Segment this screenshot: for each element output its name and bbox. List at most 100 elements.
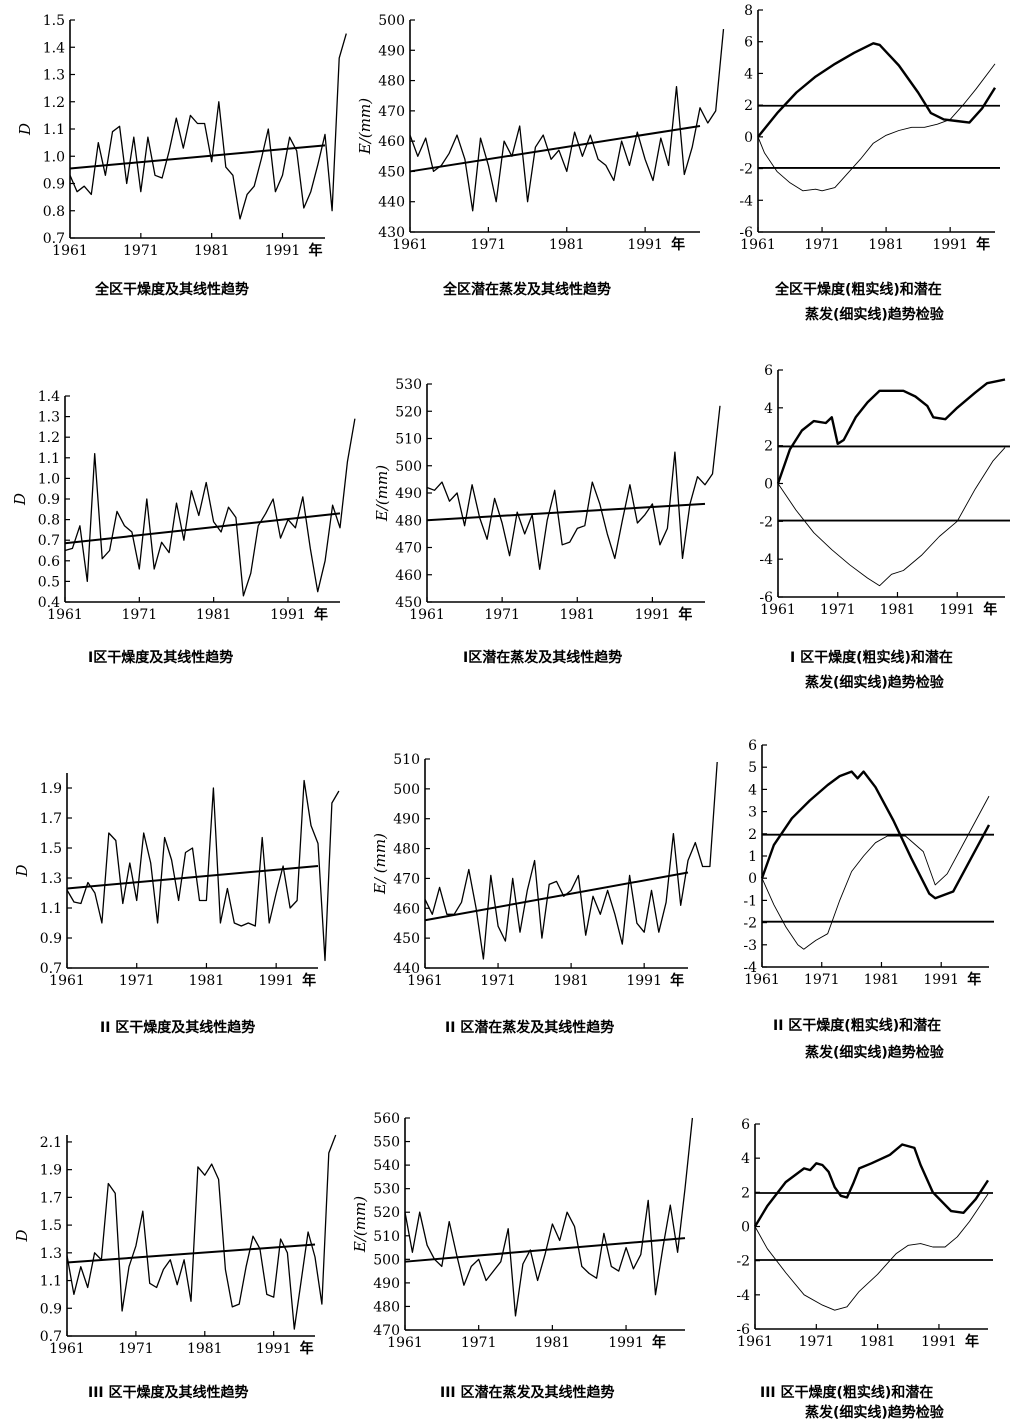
series-line xyxy=(404,1117,694,1317)
series-line-thin xyxy=(757,63,996,192)
x-unit-label: 年 xyxy=(309,242,323,259)
x-tick-label: 1961 xyxy=(49,1341,85,1357)
chart-svg-r1t: -6 -4 -2 0 2 4 6 1961 1971 1981 1991 年 xyxy=(759,363,1010,618)
caption-r3t-line2: 蒸发(细实线)趋势检验 xyxy=(805,1405,944,1421)
y-tick-label: -2 xyxy=(736,1254,750,1270)
x-tick-label: 1991 xyxy=(939,602,975,618)
y-tick-label: 490 xyxy=(373,1276,400,1292)
caption-r3e: III 区潜在蒸发及其线性趋势 xyxy=(440,1385,615,1401)
x-tick-label: 1971 xyxy=(798,1334,834,1350)
y-tick-label: 0.6 xyxy=(38,554,60,570)
x-tick-label: 1991 xyxy=(626,973,662,989)
y-axis-label: D xyxy=(11,493,29,506)
caption-r0e: 全区潜在蒸发及其线性趋势 xyxy=(443,282,611,298)
x-unit-label: 年 xyxy=(302,972,316,989)
chart-r0e: 430 440 450 460 470 480 490 500 1961 1971 1981 1991… xyxy=(355,0,725,298)
series-line xyxy=(409,29,725,212)
chart-svg-r0t: -6 -4 -2 0 2 4 6 8 1961 1971 1981 1991 年 xyxy=(739,3,1000,253)
caption-r0d: 全区干燥度及其线性趋势 xyxy=(95,282,249,298)
y-tick-label: 0.5 xyxy=(38,574,60,590)
x-unit-label: 年 xyxy=(652,1334,666,1351)
y-axis-label: D xyxy=(16,123,34,136)
y-tick-label: 0.8 xyxy=(43,204,65,220)
series-line-thick xyxy=(760,770,991,900)
x-tick-label: 1991 xyxy=(921,1334,957,1350)
y-tick-label: 1.2 xyxy=(38,430,60,446)
y-tick-label: 6 xyxy=(748,738,757,754)
y-tick-label: 1.5 xyxy=(43,13,65,29)
x-tick-label: 1981 xyxy=(868,237,904,253)
y-tick-label: 430 xyxy=(378,225,405,241)
y-tick-label: 1 xyxy=(748,849,757,865)
chart-svg-r2e: 440 450 460 470 480 490 500 510 1961 1971 1981 1991… xyxy=(371,752,718,989)
y-axis-label: E/(mm) xyxy=(373,465,391,522)
x-unit-label: 年 xyxy=(300,1340,314,1357)
x-tick-label: 1971 xyxy=(804,972,840,988)
trend-line xyxy=(66,1243,316,1264)
x-tick-label: 1971 xyxy=(471,237,507,253)
y-tick-label: 480 xyxy=(393,842,420,858)
series-line-thin xyxy=(754,1193,989,1311)
x-tick-label: 1991 xyxy=(258,973,294,989)
y-tick-label: 440 xyxy=(393,961,420,977)
y-tick-label: -6 xyxy=(736,1322,750,1338)
series-line-thin xyxy=(761,795,990,950)
y-tick-label: 6 xyxy=(764,363,773,379)
x-tick-label: 1961 xyxy=(760,602,796,618)
y-tick-label: 0.7 xyxy=(40,1329,62,1345)
x-unit-label: 年 xyxy=(983,601,997,618)
chart-svg-r0d: 0.7 0.8 0.9 1.0 1.1 1.2 1.3 1.4 1.5 1961 1971 1981 1… xyxy=(16,13,347,259)
y-tick-label: 5 xyxy=(748,760,757,776)
y-tick-label: 1.5 xyxy=(40,841,62,857)
y-tick-label: 1.1 xyxy=(40,901,62,917)
y-tick-label: -2 xyxy=(759,514,773,530)
y-tick-label: -4 xyxy=(759,552,773,568)
chart-r1e: 450 460 470 480 490 500 510 520 530 1961 1971 1981 1… xyxy=(355,360,721,670)
y-tick-label: 0.9 xyxy=(38,492,60,508)
series-line xyxy=(424,761,718,960)
trend-line xyxy=(409,125,701,173)
chart-r2d: 0.7 0.9 1.1 1.3 1.5 1.7 1.9 1961 1971 1981 1991 年 D … xyxy=(0,735,350,1045)
y-tick-label: 1.0 xyxy=(43,149,65,165)
x-tick-label: 1981 xyxy=(559,607,595,623)
y-tick-label: 1.7 xyxy=(40,811,62,827)
y-tick-label: 480 xyxy=(378,74,405,90)
x-tick-label: 1981 xyxy=(864,972,900,988)
y-tick-label: 1.3 xyxy=(38,410,60,426)
x-tick-label: 1991 xyxy=(265,243,301,259)
x-tick-label: 1971 xyxy=(484,607,520,623)
chart-svg-r1e: 450 460 470 480 490 500 510 520 530 1961 1971 1981 1… xyxy=(373,377,721,623)
x-tick-label: 1961 xyxy=(52,243,88,259)
y-tick-label: 0 xyxy=(744,130,753,146)
y-tick-label: 4 xyxy=(741,1151,750,1167)
caption-r3t-line1: III 区干燥度(粗实线)和潜在 xyxy=(760,1385,934,1401)
chart-svg-r3d: 0.7 0.9 1.1 1.3 1.5 1.7 1.9 2.1 1961 1971 1981 1991… xyxy=(13,1134,337,1357)
trend-line xyxy=(64,512,341,545)
chart-r3e: 470 480 490 500 510 520 530 540 550 560 1961 1971 19… xyxy=(351,1110,710,1420)
y-tick-label: 510 xyxy=(393,752,420,768)
y-tick-label: 550 xyxy=(373,1135,400,1151)
caption-r1e: I区潜在蒸发及其线性趋势 xyxy=(463,650,623,666)
chart-svg-r1d: 0.4 0.5 0.6 0.7 0.8 0.9 1.0 1.1 1.2 1.3 1.4 1961 197… xyxy=(11,389,356,623)
x-tick-label: 1991 xyxy=(256,1341,292,1357)
trend-line xyxy=(426,502,706,522)
y-tick-label: 1.3 xyxy=(40,1246,62,1262)
x-tick-label: 1971 xyxy=(122,607,158,623)
series-line xyxy=(69,33,347,220)
y-tick-label: -1 xyxy=(743,893,757,909)
y-tick-label: -3 xyxy=(743,938,757,954)
y-tick-label: 530 xyxy=(373,1182,400,1198)
x-tick-label: 1961 xyxy=(47,607,83,623)
x-tick-label: 1961 xyxy=(387,1335,423,1351)
y-tick-label: 520 xyxy=(395,404,422,420)
chart-r0t: -6 -4 -2 0 2 4 6 8 1961 1971 1981 1991 年 全区干燥度(粗实线)和… xyxy=(705,0,1027,330)
y-tick-label: 2 xyxy=(764,439,773,455)
x-tick-label: 1971 xyxy=(804,237,840,253)
y-tick-label: 1.9 xyxy=(40,781,62,797)
x-unit-label: 年 xyxy=(967,971,981,988)
x-tick-label: 1981 xyxy=(189,973,225,989)
y-tick-label: 470 xyxy=(393,871,420,887)
y-tick-label: 510 xyxy=(395,432,422,448)
y-tick-label: -4 xyxy=(739,193,753,209)
y-axis-label: D xyxy=(13,1229,31,1242)
